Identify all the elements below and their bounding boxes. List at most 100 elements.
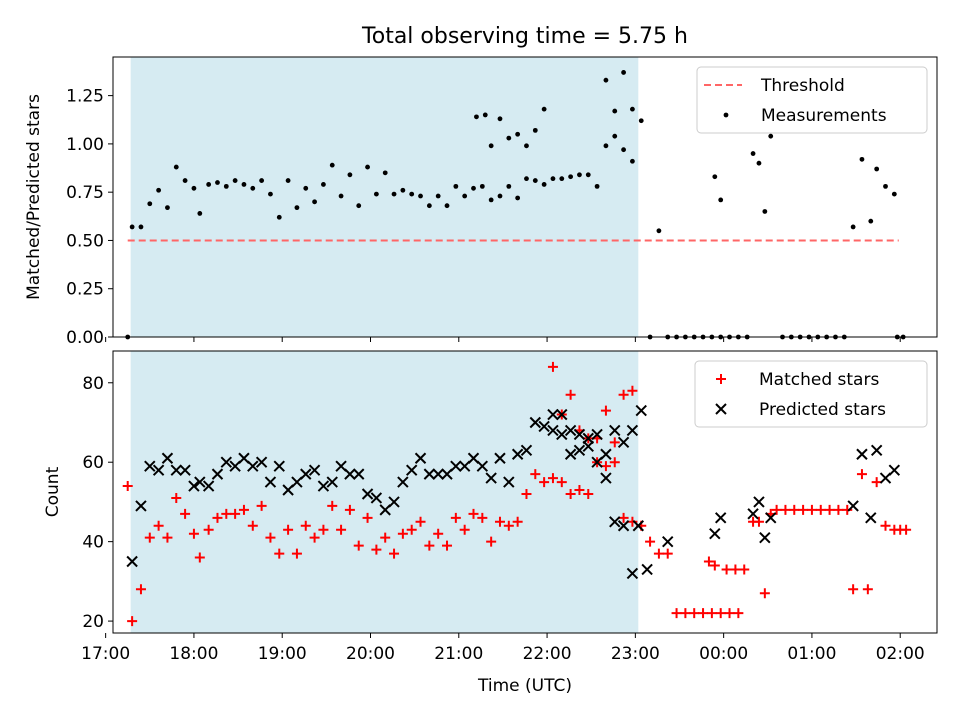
measurement-point	[400, 187, 406, 193]
measurement-point	[506, 183, 512, 189]
predicted-star-point	[273, 460, 285, 472]
measurement-point	[250, 185, 256, 191]
measurement-point	[259, 178, 265, 183]
predicted-star-point	[353, 468, 365, 480]
matched-star-point	[627, 516, 638, 527]
predicted-star-point	[282, 484, 294, 496]
predicted-star-point	[361, 488, 374, 500]
legend-predicted-swatch	[715, 403, 727, 415]
matched-star-point	[353, 540, 364, 551]
matched-star-point	[415, 516, 426, 527]
measurement-point	[559, 176, 565, 182]
measurement-point	[515, 131, 521, 137]
matched-star-point	[715, 608, 726, 619]
measurement-point	[347, 172, 353, 178]
matched-star-point	[503, 520, 514, 531]
matched-star-point	[574, 485, 585, 496]
measurement-point	[868, 218, 874, 224]
measurement-point	[656, 228, 662, 234]
predicted-star-point	[626, 567, 639, 580]
x-tick-label: 00:00	[699, 644, 748, 664]
measurement-point	[603, 77, 609, 83]
measurement-point	[594, 183, 600, 189]
top-axes-frame	[112, 56, 938, 338]
bottom-y-tick-label: 80	[82, 374, 104, 394]
predicted-star-point	[264, 476, 277, 488]
x-tick-label: 20:00	[346, 644, 395, 664]
bottom-series-predicted-stars	[126, 404, 901, 580]
top-series-measurements	[125, 70, 906, 340]
measurement-point	[156, 187, 162, 193]
measurement-point	[883, 183, 888, 189]
measurement-point	[138, 224, 144, 230]
measurement-point	[712, 174, 718, 180]
matched-star-point	[188, 528, 199, 539]
figure-title: Total observing time = 5.75 h	[361, 24, 688, 49]
x-tick-label: 21:00	[434, 644, 483, 664]
matched-star-point	[344, 504, 355, 515]
matched-star-point	[512, 516, 523, 527]
measurement-point	[474, 114, 479, 120]
predicted-star-point	[753, 496, 765, 508]
matched-star-point	[671, 608, 682, 619]
matched-star-point	[556, 477, 567, 488]
measurement-point	[215, 180, 220, 185]
predicted-star-point	[714, 512, 727, 524]
measurement-point	[621, 147, 626, 153]
predicted-star-point	[370, 492, 383, 504]
top-legend: Threshold Measurements	[696, 66, 928, 134]
measurement-point	[409, 191, 415, 197]
matched-star-point	[627, 385, 638, 396]
matched-star-point	[609, 437, 620, 448]
predicted-star-point	[135, 500, 147, 512]
matched-star-point	[162, 532, 173, 543]
matched-star-point	[780, 504, 791, 515]
top-y-axis-label: Matched/Predicted stars	[24, 94, 44, 300]
measurement-point	[638, 118, 644, 124]
measurement-point	[471, 185, 476, 191]
predicted-star-point	[202, 480, 215, 492]
matched-star-point	[565, 488, 576, 499]
matched-star-point	[730, 564, 741, 575]
x-tick-label: 18:00	[169, 644, 218, 664]
predicted-star-point	[441, 468, 453, 480]
matched-star-point	[698, 608, 709, 619]
matched-star-point	[798, 504, 809, 515]
measurement-point	[768, 133, 774, 139]
matched-star-point	[230, 508, 241, 519]
predicted-star-point	[609, 424, 621, 437]
measurement-point	[173, 164, 179, 170]
matched-star-point	[127, 616, 138, 627]
predicted-star-point	[397, 476, 409, 488]
measurement-point	[182, 178, 188, 183]
x-tick-label: 17:00	[81, 644, 130, 664]
bottom-panel: 20 40 60 80 17:00 18:00 19:00 20:00 21:00 22:00 23…	[43, 350, 938, 696]
top-y-tick-label: 1.00	[66, 135, 104, 155]
top-y-tick-label: 0.00	[66, 328, 104, 348]
matched-star-point	[521, 488, 532, 499]
measurement-point	[568, 174, 574, 180]
matched-star-point	[856, 469, 867, 480]
predicted-star-point	[423, 468, 436, 480]
measurement-point	[285, 178, 291, 183]
predicted-star-point	[388, 496, 400, 508]
predicted-star-point	[229, 460, 241, 472]
predicted-star-point	[573, 444, 586, 457]
predicted-star-point	[326, 476, 338, 488]
matched-star-point	[706, 608, 717, 619]
predicted-star-point	[547, 408, 559, 421]
matched-star-point	[709, 560, 720, 571]
measurement-point	[550, 176, 556, 182]
predicted-star-point	[300, 468, 312, 480]
predicted-star-point	[520, 444, 533, 457]
matched-star-point	[203, 524, 214, 535]
measurement-point	[612, 133, 618, 139]
measurement-point	[874, 166, 880, 172]
measurement-point	[756, 160, 762, 166]
predicted-star-point	[255, 456, 268, 468]
predicted-star-point	[591, 456, 603, 468]
measurement-point	[859, 156, 865, 162]
measurement-point	[497, 193, 503, 199]
matched-star-point	[565, 389, 576, 400]
